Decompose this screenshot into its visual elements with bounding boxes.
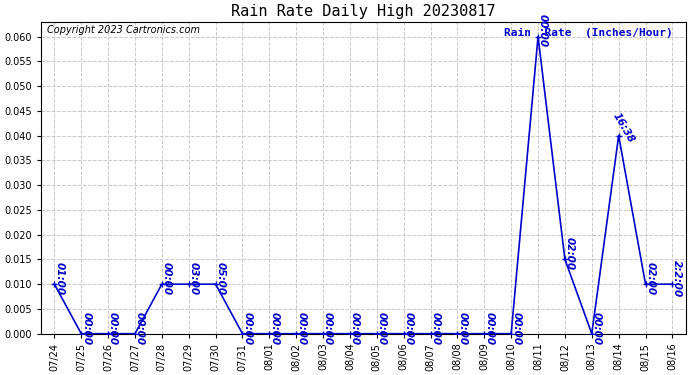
- Text: 03:00: 03:00: [189, 262, 199, 295]
- Text: 00:00: 00:00: [296, 312, 306, 345]
- Text: 00:00: 00:00: [377, 312, 387, 345]
- Text: 00:00: 00:00: [81, 312, 91, 345]
- Text: 00:00: 00:00: [108, 312, 118, 345]
- Text: 01:00: 01:00: [55, 262, 64, 295]
- Text: 2:2:00: 2:2:00: [672, 260, 682, 297]
- Text: 00:00: 00:00: [431, 312, 440, 345]
- Title: Rain Rate Daily High 20230817: Rain Rate Daily High 20230817: [231, 4, 495, 19]
- Text: 00:00: 00:00: [242, 312, 253, 345]
- Text: 00:00: 00:00: [484, 312, 494, 345]
- Text: 00:00: 00:00: [404, 312, 414, 345]
- Text: Copyright 2023 Cartronics.com: Copyright 2023 Cartronics.com: [48, 25, 200, 35]
- Text: 00:00: 00:00: [538, 15, 548, 48]
- Text: Rain  Rate  (Inches/Hour): Rain Rate (Inches/Hour): [504, 28, 673, 38]
- Text: 00:00: 00:00: [162, 262, 172, 295]
- Text: 00:00: 00:00: [350, 312, 360, 345]
- Text: 00:00: 00:00: [592, 312, 602, 345]
- Text: 00:00: 00:00: [323, 312, 333, 345]
- Text: 00:00: 00:00: [457, 312, 467, 345]
- Text: 00:00: 00:00: [135, 312, 145, 345]
- Text: 02:00: 02:00: [565, 237, 575, 270]
- Text: 16:38: 16:38: [611, 111, 635, 144]
- Text: 02:00: 02:00: [646, 262, 656, 295]
- Text: 00:00: 00:00: [269, 312, 279, 345]
- Text: 05:00: 05:00: [215, 262, 226, 295]
- Text: 00:00: 00:00: [511, 312, 521, 345]
